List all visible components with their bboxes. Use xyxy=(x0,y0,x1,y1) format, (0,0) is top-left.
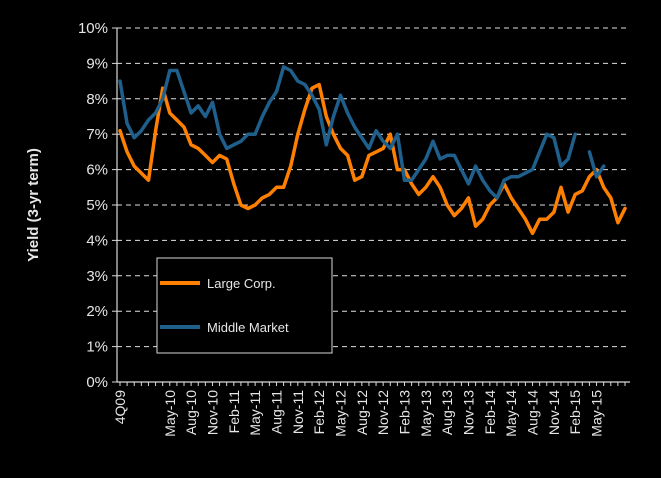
legend: Large Corp. Middle Market xyxy=(156,257,333,354)
x-tick-label: Nov-14 xyxy=(546,390,562,435)
x-tick-label: May-13 xyxy=(418,390,434,437)
y-tick-label: 3% xyxy=(86,268,108,285)
y-tick-label: 0% xyxy=(86,374,108,391)
x-tick-label: Aug-12 xyxy=(354,390,370,435)
x-tick-label: May-11 xyxy=(247,390,263,436)
x-tick-label: Nov-11 xyxy=(290,390,306,434)
legend-label-middle-market: Middle Market xyxy=(207,320,289,335)
x-tick-label: Aug-10 xyxy=(183,390,199,435)
legend-label-large-corp: Large Corp. xyxy=(207,276,276,291)
y-tick-label: 5% xyxy=(86,197,108,214)
x-tick-label: May-10 xyxy=(162,390,178,437)
series-line xyxy=(587,150,606,179)
x-tick-label: Aug-11 xyxy=(268,390,284,434)
x-tick-label: Nov-12 xyxy=(375,390,391,435)
x-tick-label: 4Q09 xyxy=(112,390,128,424)
x-tick-label: Feb-13 xyxy=(397,390,413,435)
y-tick-label: 6% xyxy=(86,162,108,179)
y-tick-label: 9% xyxy=(86,55,108,72)
x-tick-label: Aug-14 xyxy=(525,390,541,435)
x-tick-label: Feb-12 xyxy=(311,390,327,435)
y-tick-label: 7% xyxy=(86,126,108,143)
series-line xyxy=(118,82,627,236)
x-tick-label: Feb-11 xyxy=(226,390,242,434)
y-tick-label: 1% xyxy=(86,339,108,356)
x-tick-label: May-15 xyxy=(589,390,605,437)
legend-box xyxy=(156,257,333,354)
series-large-corp xyxy=(118,82,627,236)
series-middle-market xyxy=(118,65,606,200)
series-line xyxy=(118,65,577,200)
series xyxy=(118,65,627,236)
y-axis-title: Yield (3-yr term) xyxy=(25,148,42,262)
y-tick-label: 2% xyxy=(86,303,108,320)
x-tick-label: Feb-15 xyxy=(567,390,583,435)
y-tick-label: 8% xyxy=(86,91,108,108)
y-tick-label: 10% xyxy=(78,20,108,37)
x-tick-label: Aug-13 xyxy=(439,390,455,435)
axes: 0% 1% 2% 3% 4% 5% 6% 7% 8% 9% 10% 4Q09 May-10 Aug-10 N… xyxy=(78,20,630,437)
y-tick-label: 4% xyxy=(86,232,108,249)
x-tick-label: May-14 xyxy=(503,390,519,437)
x-tick-label: Nov-10 xyxy=(204,390,220,435)
x-tick-label: May-12 xyxy=(332,390,348,437)
x-tick-label: Feb-14 xyxy=(482,390,498,435)
x-tick-label: Nov-13 xyxy=(461,390,477,435)
